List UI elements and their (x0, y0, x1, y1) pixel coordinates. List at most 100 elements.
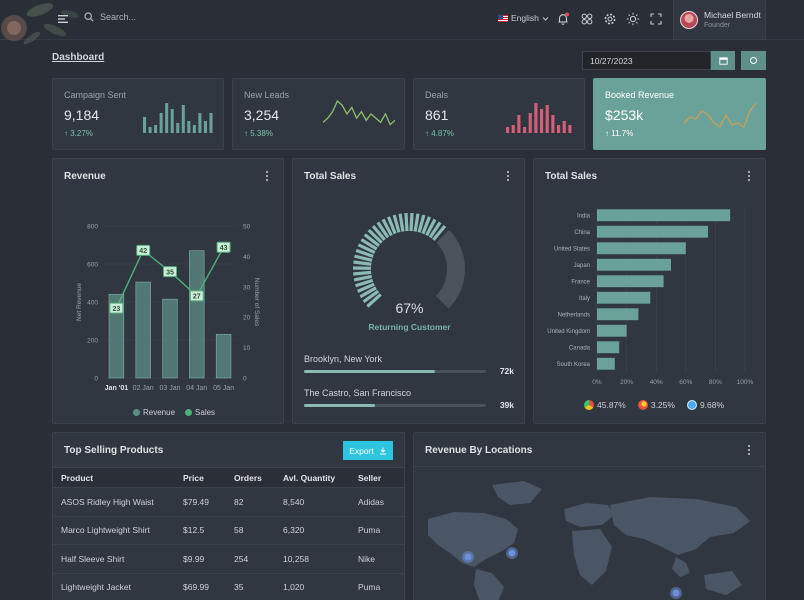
gauge-tick (367, 228, 383, 244)
sales-point (163, 266, 177, 278)
column-header[interactable]: Seller (350, 467, 404, 488)
table-cell: 10,258 (275, 544, 350, 574)
sales-data-label: 27 (193, 294, 201, 301)
table-cell: 82 (226, 487, 275, 517)
user-name: Michael Berndt (704, 10, 761, 20)
country-bar (597, 341, 620, 354)
spark-bar (148, 127, 152, 133)
legend-item-revenue[interactable]: Revenue (133, 408, 175, 417)
y-tick-label: Japan (574, 263, 590, 269)
table-row[interactable]: Half Sleeve Shirt $9.99 254 10,258 Nike (53, 544, 404, 574)
spark-bar (517, 115, 521, 133)
spark-bar (551, 115, 555, 133)
spark-bar (181, 105, 185, 133)
x-tick-label: 02 Jan (133, 385, 154, 392)
table-cell: ASOS Ridley High Waist (53, 487, 175, 517)
sales-point (109, 302, 124, 314)
bell-icon[interactable] (556, 12, 570, 26)
spark-bar (176, 123, 180, 133)
revenue-bar (108, 294, 125, 379)
y-tick-label: 400 (87, 300, 98, 307)
table-row[interactable]: Marco Lightweight Shirt $12.5 58 6,320 Puma (53, 516, 404, 545)
panel-title: Revenue By Locations (425, 445, 533, 456)
top-selling-products-panel: Top Selling Products Export Product Pric… (52, 432, 405, 600)
x-tick-label: 03 Jan (159, 385, 180, 392)
table-cell: Nike (350, 544, 404, 574)
country-bar (597, 209, 731, 222)
progress-fill (304, 404, 375, 407)
spark-bar (528, 113, 532, 133)
revenue-bar (189, 250, 205, 379)
search-input[interactable]: Search... (100, 12, 137, 22)
chart-legend: Revenue Sales (133, 408, 215, 417)
sparkline-chart (684, 102, 756, 128)
table-row[interactable]: Lightweight Jacket $69.99 35 1,020 Puma (53, 573, 404, 600)
stat-title: Booked Revenue (605, 90, 675, 100)
gauge-tick (387, 216, 397, 235)
spark-bar (534, 103, 538, 133)
gauge-tick (381, 218, 393, 237)
firefox-icon (637, 400, 648, 410)
calendar-button[interactable] (711, 51, 735, 70)
y2-tick-label: 40 (243, 254, 251, 261)
gauge-tick (355, 248, 374, 258)
location-name: Brooklyn, New York (304, 354, 383, 364)
gauge-tick (360, 238, 378, 251)
date-input[interactable]: 10/27/2023 (582, 51, 711, 70)
column-header[interactable]: Product (53, 467, 175, 488)
panel-title: Revenue (64, 171, 106, 182)
total-sales-gauge-panel: Total Sales 67% Returning Customer Brook… (292, 158, 525, 424)
user-profile[interactable]: Michael Berndt Founder (673, 0, 766, 40)
more-options-icon[interactable] (748, 445, 751, 456)
country-bar (597, 324, 627, 337)
y2-axis-label: Number of Sales (253, 278, 260, 327)
legend-item-sales[interactable]: Sales (185, 408, 215, 417)
column-header[interactable]: Orders (226, 467, 275, 488)
y-axis-label: Net Revenue (76, 283, 83, 321)
table-cell: 254 (226, 544, 275, 574)
apps-grid-icon[interactable] (580, 12, 594, 26)
more-options-icon[interactable] (266, 171, 269, 182)
gauge-tick (428, 221, 442, 239)
location-row: Brooklyn, New York 72k (304, 354, 514, 376)
export-button[interactable]: Export (343, 441, 393, 460)
stat-value: 9,184 (64, 107, 100, 123)
spark-bar (506, 127, 510, 133)
table-row[interactable]: ASOS Ridley High Waist $79.49 82 8,540 Adida… (53, 487, 404, 517)
page-title[interactable]: Dashboard (52, 52, 105, 63)
stat-title: Deals (425, 90, 449, 100)
y-tick-label: United States (554, 247, 590, 253)
gauge-value: 67% (395, 300, 424, 316)
gauge-tick (363, 233, 380, 247)
column-header[interactable]: Price (175, 467, 226, 488)
stat-value: $253k (605, 107, 644, 123)
table-cell: Marco Lightweight Shirt (53, 516, 175, 545)
settings-gear-icon[interactable] (603, 12, 617, 26)
country-bar (597, 225, 708, 238)
progress-bar (304, 404, 486, 407)
refresh-button[interactable] (741, 51, 766, 70)
search-box[interactable]: Search... (84, 12, 136, 22)
column-header[interactable]: Avl. Quantity (275, 467, 350, 488)
arrow-up-icon: ↑ (64, 129, 71, 138)
table-cell: Half Sleeve Shirt (53, 544, 175, 574)
gauge-tick (354, 254, 373, 262)
fullscreen-icon[interactable] (649, 12, 663, 26)
more-options-icon[interactable] (507, 171, 510, 182)
spark-bar (203, 121, 207, 133)
gauge-subtitle: Returning Customer (368, 322, 451, 332)
stat-card-new-leads: New Leads 3,254 ↑ 5.38% (232, 78, 405, 150)
gauge-tick (413, 213, 420, 232)
menu-icon[interactable] (56, 12, 70, 26)
more-options-icon[interactable] (748, 171, 751, 182)
language-selector[interactable]: English (498, 13, 549, 23)
radial-gauge-chart (352, 212, 465, 309)
y-tick-label: China (574, 230, 590, 236)
gauge-tick (357, 282, 375, 293)
browser-stat-chrome: 45.87% (584, 400, 626, 410)
sparkline-chart (143, 103, 213, 133)
sales-data-label: 43 (220, 245, 228, 252)
world-map[interactable] (414, 467, 766, 600)
theme-sun-icon[interactable] (626, 12, 640, 26)
language-label: English (511, 13, 539, 23)
